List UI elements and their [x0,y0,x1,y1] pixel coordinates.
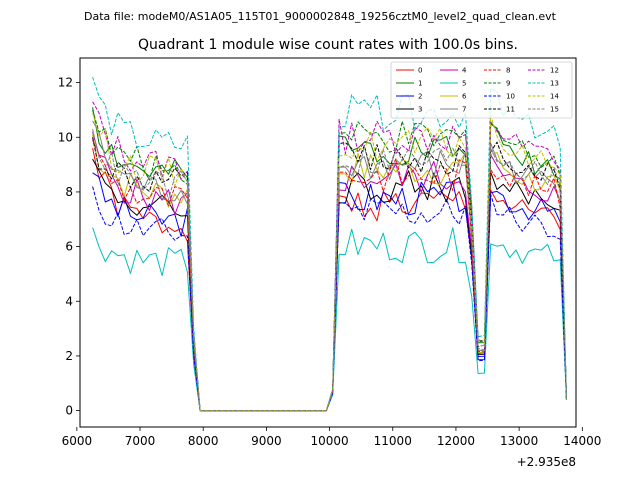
x-tick-label: 10000 [310,434,348,448]
x-tick-label: 9000 [251,434,282,448]
x-axis: 6000 7000 8000 9000 10000 11000 12000 13000 1400… [62,427,601,448]
legend-label-0: 0 [418,67,422,75]
legend-label-1: 1 [418,80,422,88]
legend-label-2: 2 [418,93,422,101]
legend-label-14: 14 [550,93,559,101]
y-tick-label: 6 [65,240,73,254]
x-tick-label: 11000 [374,434,412,448]
axes-frame [79,57,577,428]
suptitle: Data file: modeM0/AS1A05_115T01_90000028… [84,10,557,23]
legend-label-8: 8 [506,67,510,75]
legend-box [390,61,573,119]
x-tick-label: 8000 [188,434,219,448]
legend-label-9: 9 [506,80,510,88]
y-tick-label: 2 [65,349,73,363]
y-tick-label: 10 [58,130,73,144]
y-tick-label: 8 [65,185,73,199]
legend-label-11: 11 [506,106,515,114]
series-line-10 [92,186,567,412]
y-tick-label: 0 [65,404,73,418]
legend-label-3: 3 [418,106,422,114]
y-axis: 0 2 4 6 8 10 12 [58,76,80,418]
legend-label-15: 15 [550,106,559,114]
legend-label-13: 13 [550,80,559,88]
legend-label-4: 4 [462,67,467,75]
x-offset-label: +2.935e8 [517,455,576,469]
x-tick-label: 12000 [437,434,475,448]
x-tick-label: 13000 [500,434,538,448]
legend-label-10: 10 [506,93,515,101]
chart-title: Quadrant 1 module wise count rates with … [138,37,518,53]
legend-label-5: 5 [462,80,466,88]
x-tick-label: 6000 [62,434,93,448]
series-line-14 [92,112,567,412]
x-tick-label: 14000 [563,434,601,448]
legend-label-6: 6 [462,93,467,101]
series-line-5 [92,227,567,412]
series-layer [92,76,567,412]
x-tick-label: 7000 [125,434,156,448]
legend-label-12: 12 [550,67,559,75]
legend-label-7: 7 [462,106,466,114]
y-tick-label: 12 [58,76,73,90]
series-line-15 [92,128,567,412]
y-tick-label: 4 [65,294,73,308]
